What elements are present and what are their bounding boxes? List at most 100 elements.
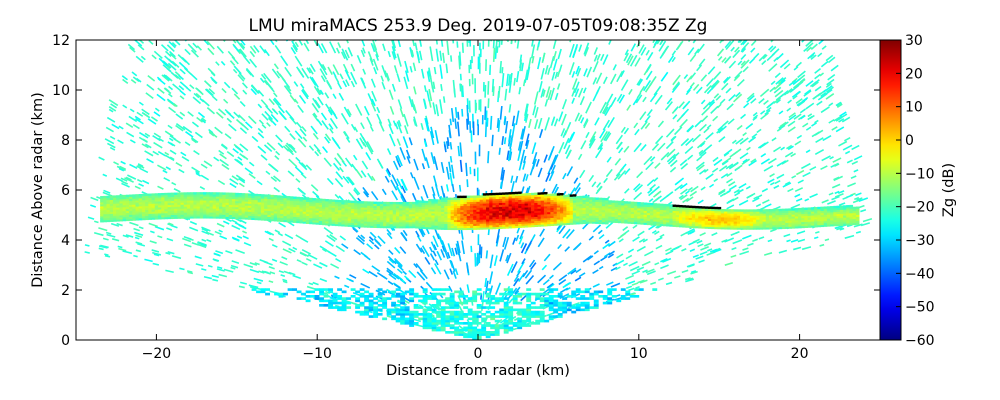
- noise-dash: [558, 225, 566, 235]
- noise-dash: [179, 90, 186, 96]
- cloud-cell: [305, 221, 310, 224]
- boundary-layer-cell: [359, 304, 365, 307]
- cloud-cell: [145, 211, 149, 215]
- noise-dash: [512, 237, 517, 245]
- cloud-cell: [476, 225, 481, 228]
- noise-dash: [284, 144, 294, 153]
- noise-dash: [748, 57, 756, 64]
- noise-dash: [498, 40, 501, 48]
- boundary-layer-cell: [476, 315, 482, 318]
- boundary-layer-cell: [634, 295, 640, 298]
- boundary-layer-cell: [548, 295, 554, 298]
- boundary-layer-cell: [440, 310, 446, 314]
- noise-dash: [713, 71, 722, 80]
- cloud-cell: [476, 197, 481, 200]
- cloud-cell: [241, 201, 246, 204]
- boundary-layer-cell: [409, 315, 415, 318]
- noise-dash: [723, 148, 733, 156]
- cloud-cell: [196, 212, 201, 215]
- noise-dash: [319, 89, 324, 96]
- cloud-cell: [215, 214, 220, 217]
- cloud-cell: [431, 205, 435, 208]
- boundary-layer-cell: [485, 324, 491, 327]
- noise-dash: [737, 40, 742, 44]
- noise-dash: [732, 239, 743, 245]
- noise-dash: [362, 47, 366, 54]
- boundary-layer-cell: [535, 306, 541, 309]
- noise-dash: [422, 98, 427, 110]
- noise-dash: [558, 111, 564, 122]
- cloud-cell: [100, 212, 104, 215]
- noise-dash: [680, 162, 689, 170]
- noise-dash: [116, 165, 126, 172]
- cloud-cell: [161, 198, 165, 202]
- cloud-cell: [183, 210, 188, 213]
- noise-dash: [196, 87, 203, 94]
- cloud-cell: [341, 216, 345, 219]
- cloud-cell: [238, 214, 243, 218]
- noise-dash: [639, 111, 647, 121]
- cloud-cell: [521, 199, 526, 202]
- noise-dash: [361, 40, 366, 47]
- cloud-cell: [231, 212, 236, 216]
- cloud-cell: [209, 192, 214, 195]
- cloud-cell: [495, 218, 500, 222]
- noise-dash: [432, 250, 437, 257]
- noise-dash: [820, 106, 830, 114]
- noise-dash: [369, 125, 374, 132]
- noise-dash: [348, 191, 354, 198]
- boundary-layer-cell: [526, 324, 532, 327]
- cloud-cell: [293, 216, 297, 219]
- noise-dash: [332, 71, 337, 78]
- cloud-cell: [203, 202, 207, 205]
- cloud-cell: [447, 221, 452, 225]
- noise-dash: [137, 163, 144, 168]
- noise-dash: [642, 238, 648, 243]
- cloud-cell: [508, 202, 513, 205]
- noise-dash: [795, 61, 802, 68]
- cloud-cell: [408, 221, 413, 225]
- noise-dash: [646, 270, 656, 276]
- cloud-cell: [357, 216, 362, 220]
- boundary-layer-cell: [472, 290, 478, 294]
- boundary-layer-cell: [305, 295, 311, 298]
- cloud-cell: [412, 205, 416, 209]
- cloud-cell: [119, 199, 124, 202]
- cloud-cell: [174, 208, 178, 211]
- noise-dash: [595, 72, 603, 84]
- cloud-cell: [376, 215, 381, 219]
- noise-dash: [200, 174, 210, 181]
- noise-dash: [588, 174, 595, 183]
- noise-dash: [726, 199, 733, 205]
- noise-dash: [510, 181, 515, 194]
- cloud-cell: [347, 220, 352, 223]
- boundary-layer-cell: [463, 315, 469, 318]
- cloud-cell: [412, 223, 416, 227]
- noise-dash: [768, 63, 778, 72]
- boundary-layer-cell: [454, 319, 460, 323]
- cloud-cell: [277, 203, 281, 206]
- noise-dash: [616, 70, 624, 83]
- noise-dash: [835, 126, 845, 133]
- cloud-cell: [460, 217, 464, 221]
- cloud-cell: [116, 211, 120, 214]
- boundary-layer-cell: [467, 333, 473, 336]
- cloud-cell: [338, 211, 342, 215]
- noise-dash: [435, 104, 440, 117]
- noise-dash: [184, 40, 187, 42]
- noise-dash: [416, 271, 426, 281]
- noise-dash: [363, 105, 370, 116]
- cloud-cell: [354, 210, 358, 214]
- cloud-cell: [228, 212, 233, 216]
- cloud-cell: [280, 219, 284, 222]
- noise-dash: [203, 80, 212, 88]
- noise-dash: [248, 161, 255, 167]
- noise-dash: [324, 133, 332, 142]
- cloud-cell: [347, 200, 352, 203]
- noise-dash: [386, 232, 393, 240]
- cloud-cell: [402, 221, 407, 225]
- noise-dash: [588, 138, 596, 149]
- boundary-layer-cell: [539, 315, 545, 318]
- cloud-cell: [524, 211, 529, 214]
- cloud-cell: [122, 196, 127, 200]
